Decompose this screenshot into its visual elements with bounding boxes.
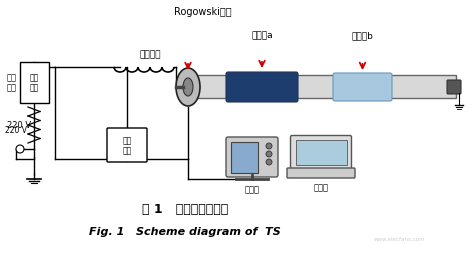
Ellipse shape bbox=[176, 69, 200, 107]
Text: 限流
电阻: 限流 电阻 bbox=[29, 73, 39, 92]
Text: 限流
电阻: 限流 电阻 bbox=[7, 73, 17, 92]
Text: 谐振电感: 谐振电感 bbox=[139, 50, 161, 59]
Text: Fig. 1   Scheme diagram of  TS: Fig. 1 Scheme diagram of TS bbox=[89, 226, 281, 236]
Ellipse shape bbox=[183, 79, 193, 97]
FancyBboxPatch shape bbox=[107, 129, 147, 162]
Circle shape bbox=[266, 144, 272, 149]
FancyBboxPatch shape bbox=[333, 74, 392, 102]
Text: 缺陷点a: 缺陷点a bbox=[251, 31, 273, 40]
Circle shape bbox=[266, 151, 272, 157]
FancyBboxPatch shape bbox=[296, 140, 346, 165]
Text: 示波器: 示波器 bbox=[244, 185, 259, 194]
Circle shape bbox=[16, 146, 24, 153]
Text: www.elecfans.com: www.elecfans.com bbox=[374, 236, 426, 242]
FancyBboxPatch shape bbox=[230, 142, 258, 173]
FancyBboxPatch shape bbox=[226, 73, 298, 103]
Text: 缺陷点b: 缺陷点b bbox=[352, 31, 374, 40]
Text: Rogowski线圈: Rogowski线圈 bbox=[174, 7, 232, 17]
FancyBboxPatch shape bbox=[447, 81, 461, 95]
FancyBboxPatch shape bbox=[19, 62, 48, 103]
Circle shape bbox=[266, 159, 272, 165]
Text: 上位机: 上位机 bbox=[313, 183, 329, 192]
FancyBboxPatch shape bbox=[287, 168, 355, 178]
FancyBboxPatch shape bbox=[226, 137, 278, 177]
FancyBboxPatch shape bbox=[290, 136, 352, 171]
Text: 高压
开关: 高压 开关 bbox=[122, 136, 132, 155]
FancyBboxPatch shape bbox=[185, 76, 456, 99]
Text: 图 1   振荡波系统设计: 图 1 振荡波系统设计 bbox=[142, 203, 228, 216]
Text: 220 V: 220 V bbox=[5, 125, 27, 134]
Text: 220 V: 220 V bbox=[7, 121, 31, 130]
